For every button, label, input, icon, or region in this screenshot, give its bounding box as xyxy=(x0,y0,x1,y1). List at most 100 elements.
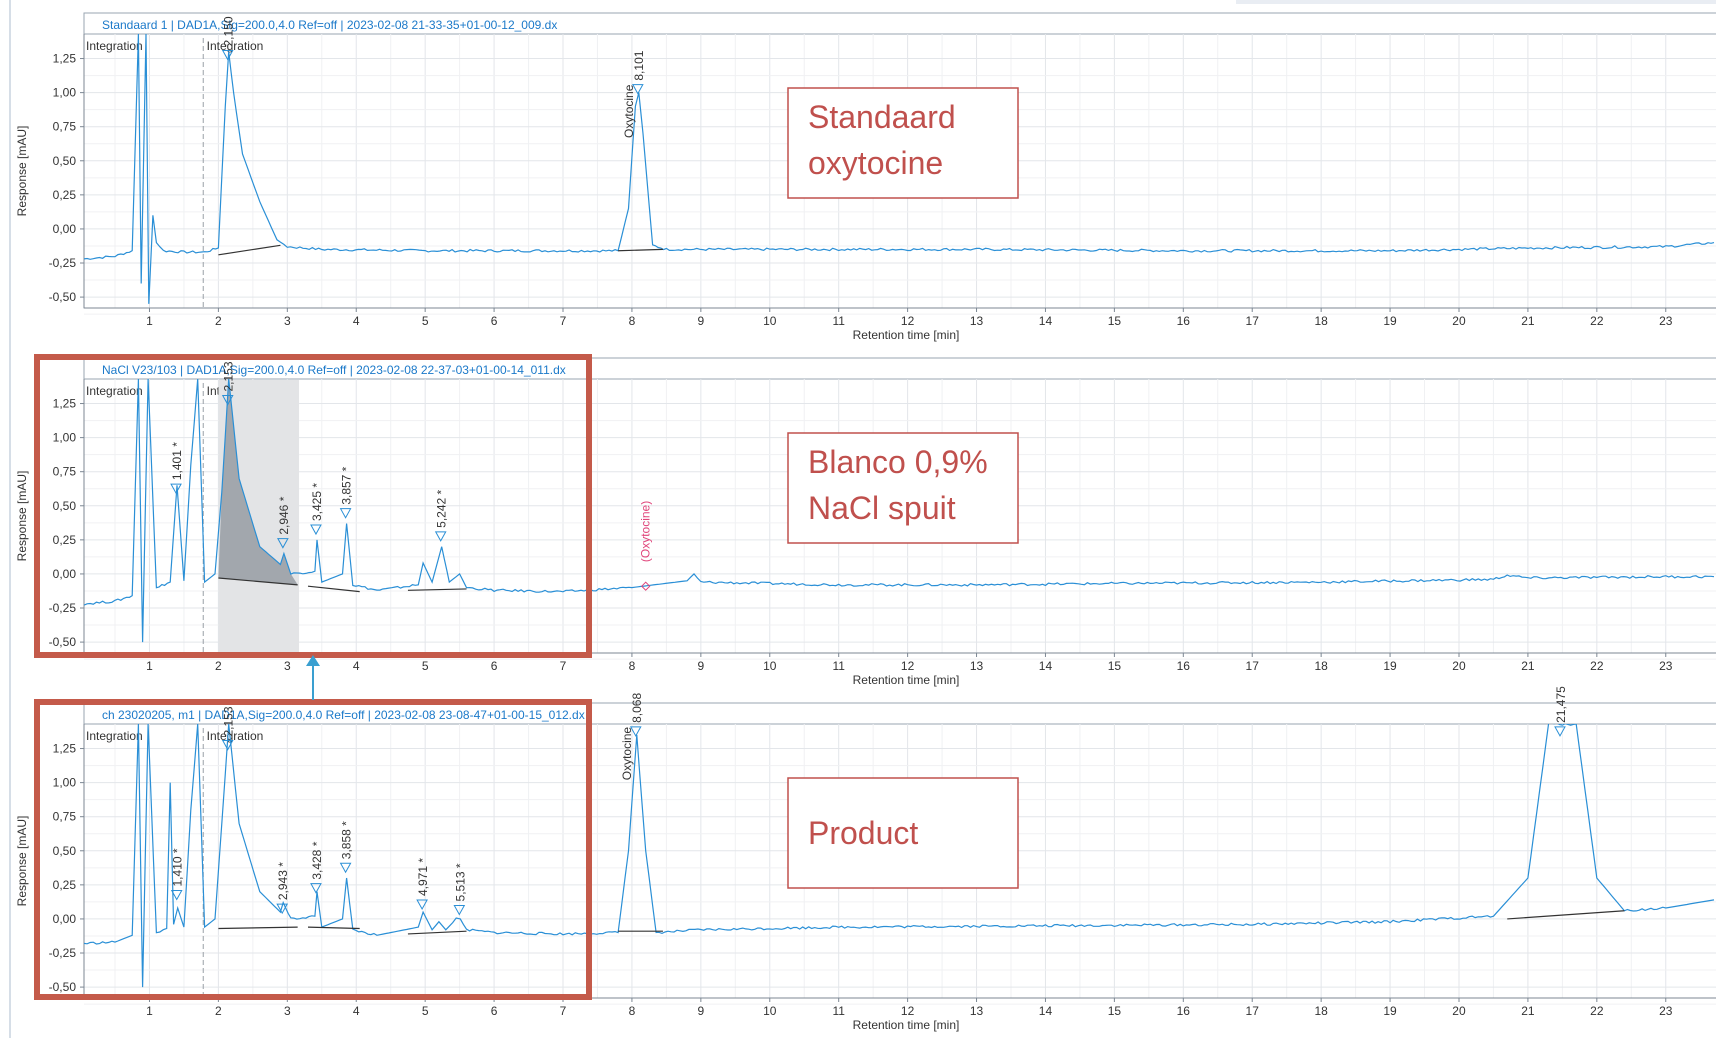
x-tick-label: 21 xyxy=(1521,314,1535,328)
x-tick-label: 5 xyxy=(422,314,429,328)
chromatogram-panel-3: ch 23020205, m1 | DAD1A,Sig=200.0,4.0 Re… xyxy=(15,686,1716,1032)
integration-baseline xyxy=(307,585,360,593)
integration-baseline xyxy=(218,244,281,256)
annotation-text: Blanco 0,9% xyxy=(808,444,988,480)
x-tick-label: 18 xyxy=(1314,659,1328,673)
x-tick-label: 13 xyxy=(970,314,984,328)
peak-marker-icon xyxy=(453,904,466,916)
x-tick-label: 19 xyxy=(1383,659,1397,673)
x-tick-label: 2 xyxy=(215,1004,222,1018)
peak-retention-label: 8,101 xyxy=(632,50,646,80)
x-tick-label: 2 xyxy=(215,659,222,673)
x-tick-label: 23 xyxy=(1659,1004,1673,1018)
y-tick-label: 0,75 xyxy=(53,810,77,824)
x-axis-label: Retention time [min] xyxy=(853,328,960,342)
integration-label: Integration xyxy=(86,729,143,743)
peak-marker-icon xyxy=(416,899,428,911)
peak-name-label: Oxytocine xyxy=(622,84,636,138)
x-tick-label: 3 xyxy=(284,659,291,673)
peak-retention-label: 8,068 xyxy=(630,693,644,723)
y-tick-label: -0,25 xyxy=(49,946,77,960)
annotation-box xyxy=(787,432,1019,544)
x-axis-label: Retention time [min] xyxy=(853,673,960,687)
y-tick-label: 0,75 xyxy=(53,465,77,479)
annotation-callout: Blanco 0,9% NaCl spuit xyxy=(787,432,1019,544)
x-tick-label: 11 xyxy=(832,314,845,328)
y-tick-label: -0,50 xyxy=(49,290,77,304)
annotation-box xyxy=(787,777,1019,889)
y-tick-label: 0,25 xyxy=(53,878,77,892)
x-tick-label: 11 xyxy=(832,659,845,673)
expected-peak-marker-icon xyxy=(641,581,651,591)
signal-trace xyxy=(84,724,1715,988)
x-tick-label: 19 xyxy=(1383,314,1397,328)
peak-retention-label: 4,971 * xyxy=(416,858,430,896)
y-tick-label: 1,00 xyxy=(53,86,77,100)
x-tick-label: 23 xyxy=(1659,314,1673,328)
x-tick-label: 22 xyxy=(1590,1004,1604,1018)
y-tick-label: 0,00 xyxy=(53,912,77,926)
peak-marker-icon xyxy=(276,903,289,915)
peak-retention-label: 2,153 xyxy=(222,361,236,391)
x-tick-label: 12 xyxy=(901,314,915,328)
y-tick-label: 1,25 xyxy=(53,397,77,411)
x-tick-label: 15 xyxy=(1108,659,1122,673)
x-tick-label: 12 xyxy=(901,1004,915,1018)
x-tick-label: 16 xyxy=(1177,1004,1191,1018)
peak-retention-label: 21,475 xyxy=(1554,686,1568,723)
panel-header: ch 23020205, m1 | DAD1A,Sig=200.0,4.0 Re… xyxy=(102,708,585,722)
x-tick-label: 5 xyxy=(422,659,429,673)
signal-trace xyxy=(84,34,1715,304)
x-tick-label: 17 xyxy=(1246,314,1260,328)
peak-marker-icon xyxy=(310,524,322,536)
x-tick-label: 16 xyxy=(1177,314,1191,328)
y-axis-label: Response [mAU] xyxy=(15,126,29,217)
x-tick-label: 12 xyxy=(901,659,915,673)
x-tick-label: 16 xyxy=(1177,659,1191,673)
integration-baseline xyxy=(618,248,663,252)
integration-label: Integration xyxy=(207,39,264,53)
x-tick-label: 17 xyxy=(1246,1004,1260,1018)
integration-baseline xyxy=(218,577,298,586)
peak-marker-icon xyxy=(310,883,322,894)
x-axis-label: Retention time [min] xyxy=(853,1018,960,1032)
x-tick-label: 4 xyxy=(353,659,360,673)
y-tick-label: 1,00 xyxy=(53,431,77,445)
y-tick-label: 0,25 xyxy=(53,188,77,202)
y-tick-label: 0,50 xyxy=(53,499,77,513)
peak-marker-icon xyxy=(434,531,447,542)
annotation-callout: Standaard oxytocine xyxy=(787,87,1019,199)
x-tick-label: 8 xyxy=(629,1004,636,1018)
peak-marker-icon xyxy=(631,84,644,95)
x-tick-label: 9 xyxy=(698,659,705,673)
shaded-peak-area xyxy=(218,379,298,585)
x-tick-label: 18 xyxy=(1314,1004,1328,1018)
x-tick-label: 20 xyxy=(1452,659,1466,673)
peak-marker-icon xyxy=(221,50,234,61)
x-tick-label: 20 xyxy=(1452,314,1466,328)
y-tick-label: 0,25 xyxy=(53,533,77,547)
x-tick-label: 14 xyxy=(1039,659,1053,673)
peak-retention-label: 3,857 * xyxy=(340,466,354,504)
peak-marker-icon xyxy=(170,889,183,901)
grid xyxy=(84,34,1716,315)
y-tick-label: 0,50 xyxy=(53,154,77,168)
peak-retention-label: 1,410 * xyxy=(171,848,185,886)
x-tick-label: 19 xyxy=(1383,1004,1397,1018)
peak-marker-icon xyxy=(221,740,234,751)
y-tick-label: 1,00 xyxy=(53,776,77,790)
x-tick-label: 6 xyxy=(491,1004,498,1018)
y-axis-label: Response [mAU] xyxy=(15,816,29,907)
peak-retention-label: 2,150 xyxy=(222,16,236,46)
x-tick-label: 1 xyxy=(146,659,153,673)
x-tick-label: 6 xyxy=(491,314,498,328)
peak-marker-icon xyxy=(221,395,234,406)
x-tick-label: 4 xyxy=(353,314,360,328)
peak-marker-icon xyxy=(170,483,182,495)
annotation-text: oxytocine xyxy=(808,145,943,181)
x-tick-label: 11 xyxy=(832,1004,845,1018)
annotation-text: Standaard xyxy=(808,99,956,135)
integration-baseline xyxy=(218,926,298,930)
x-tick-label: 1 xyxy=(146,1004,153,1018)
panel-header: Standaard 1 | DAD1A,Sig=200.0,4.0 Ref=of… xyxy=(102,18,557,32)
